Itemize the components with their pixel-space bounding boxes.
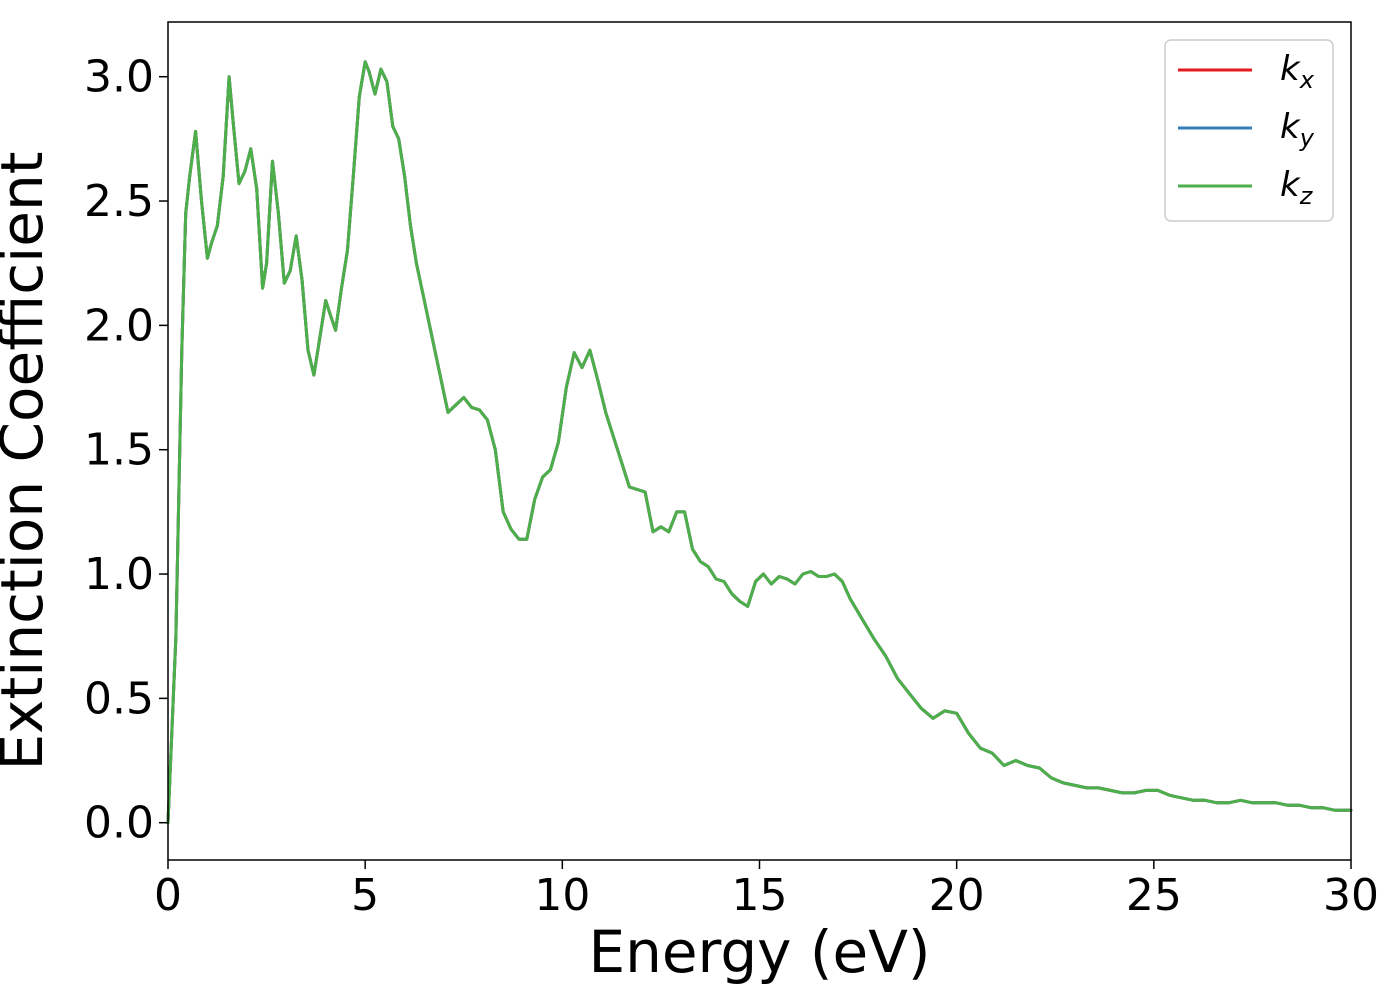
legend-label-kz: kz	[1280, 165, 1314, 210]
x-tick-label: 5	[351, 870, 379, 921]
plot-area	[166, 60, 1353, 825]
y-axis-label: Extinction Coefficient	[0, 152, 56, 771]
x-tick-label: 30	[1323, 870, 1379, 921]
plot-frame	[167, 21, 1352, 861]
y-tick-label: 1.5	[84, 425, 154, 476]
y-tick-label: 0.5	[84, 673, 154, 724]
x-tick-label: 20	[929, 870, 985, 921]
legend-label-kx: kx	[1280, 49, 1315, 94]
x-axis-ticks: 0 5 10 15 20 25 30	[154, 860, 1379, 921]
y-tick-label: 1.0	[84, 549, 154, 600]
x-tick-label: 0	[154, 870, 182, 921]
series-line-kz	[166, 60, 1353, 825]
y-tick-label: 2.0	[84, 300, 154, 351]
y-tick-label: 0.0	[84, 798, 154, 849]
y-tick-label: 3.0	[84, 52, 154, 103]
y-tick-label: 2.5	[84, 176, 154, 227]
legend-label-ky: ky	[1280, 107, 1315, 152]
x-tick-label: 10	[534, 870, 590, 921]
y-axis-ticks: 0.0 0.5 1.0 1.5 2.0 2.5 3.0	[84, 52, 168, 849]
x-tick-label: 15	[732, 870, 788, 921]
legend-box	[1164, 39, 1334, 222]
x-tick-label: 25	[1126, 870, 1182, 921]
legend: kx ky kz	[1164, 39, 1334, 222]
x-axis-label: Energy (eV)	[588, 918, 930, 986]
